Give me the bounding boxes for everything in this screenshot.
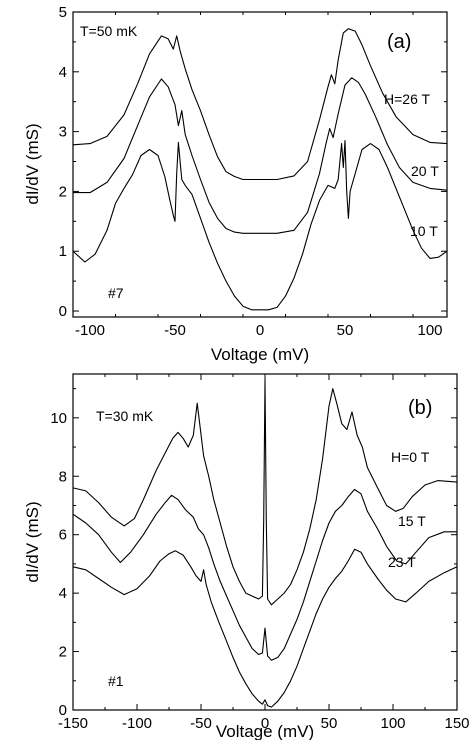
y-tick-label-a: 4	[59, 64, 67, 81]
x-tick-label-a: -50	[164, 322, 186, 339]
series-label-b-23t: 23 T	[388, 554, 416, 570]
y-tick-label-b: 10	[50, 410, 67, 427]
x-axis-title-b: Voltage (mV)	[216, 722, 314, 740]
x-tick-label-b: 50	[321, 715, 338, 732]
x-tick-label-b: -50	[190, 715, 212, 732]
y-tick-label-b: 4	[59, 585, 67, 602]
x-tick-label-a: -100	[75, 322, 105, 339]
series-line-b-0	[72, 379, 458, 606]
series-label-a-10t: 10 T	[410, 223, 438, 239]
sample-label-a: #7	[108, 285, 124, 301]
panel-tag-b: (b)	[408, 397, 432, 419]
x-tick-label-b: 100	[380, 715, 405, 732]
sample-label-b: #1	[108, 673, 124, 689]
x-tick-label-b: -100	[122, 715, 152, 732]
x-tick-label-a: 50	[337, 322, 354, 339]
y-tick-label-b: 2	[59, 644, 67, 661]
y-tick-label-a: 3	[59, 124, 67, 141]
x-tick-label-b: -150	[58, 715, 88, 732]
y-tick-label-a: 5	[59, 4, 67, 21]
series-label-b-15t: 15 T	[398, 513, 426, 529]
x-tick-label-b: 0	[261, 715, 269, 732]
x-axis-title-a: Voltage (mV)	[211, 345, 309, 364]
y-tick-label-a: 1	[59, 243, 67, 260]
temperature-label-b: T=30 mK	[96, 408, 154, 424]
series-line-b-1	[72, 488, 457, 661]
x-tick-label-a: 0	[256, 322, 264, 339]
y-tick-label-a: 2	[59, 183, 67, 200]
series-label-b-0t: H=0 T	[391, 449, 430, 465]
y-tick-label-a: 0	[59, 303, 67, 320]
y-axis-title-a: dI/dV (mS)	[23, 123, 42, 204]
y-tick-label-b: 6	[59, 527, 67, 544]
temperature-label-a: T=50 mK	[80, 23, 138, 39]
y-tick-label-b: 8	[59, 468, 67, 485]
axis-ticks-b: -150 -100 -50 0 50 100 150 0 2 4 6 8 10	[50, 374, 470, 732]
series-line-a-0	[72, 28, 448, 181]
series-line-b-2	[72, 548, 458, 708]
series-line-a-2	[72, 140, 448, 311]
axis-ticks-a: -100 -50 0 50 100 0 1 2 3 4 5	[59, 4, 447, 339]
x-tick-label-b: 150	[444, 715, 469, 732]
y-axis-title-b: dI/dV (mS)	[23, 501, 42, 582]
x-tick-label-a: 100	[417, 322, 442, 339]
series-label-a-26t: H=26 T	[384, 91, 430, 107]
series-lines-a	[72, 28, 448, 311]
chart-panel-a: -100 -50 0 50 100 0 1 2 3 4 5 dI/dV (mS) Voltage (…	[23, 4, 448, 364]
series-label-a-20t: 20 T	[411, 163, 439, 179]
series-lines-b	[72, 379, 458, 708]
series-line-a-1	[73, 77, 448, 234]
chart-panel-b: -150 -100 -50 0 50 100 150 0 2 4 6 8 10 dI/dV (mS) V…	[23, 373, 470, 740]
plot-frame-a	[72, 11, 448, 318]
panel-tag-a: (a)	[387, 31, 411, 53]
y-tick-label-b: 0	[59, 702, 67, 719]
